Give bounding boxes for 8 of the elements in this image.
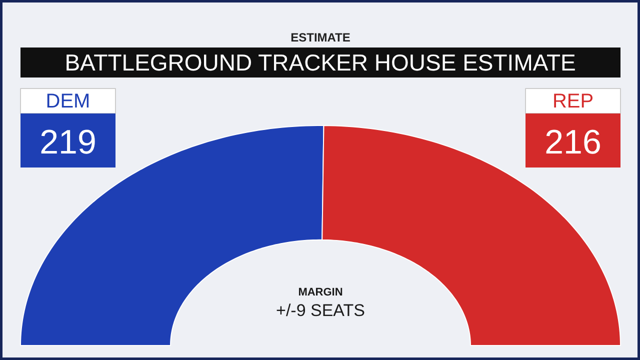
slice-label: REP: [552, 90, 594, 112]
chart-subtitle: ESTIMATE: [290, 30, 350, 44]
data-label: 216: [544, 124, 602, 162]
chart-title: BATTLEGROUND TRACKER HOUSE ESTIMATE: [64, 50, 576, 76]
text: MARGIN: [298, 286, 343, 298]
slice-label: DEM: [46, 90, 90, 112]
data-label: 219: [40, 124, 96, 162]
text: +/-9 SEATS: [276, 301, 365, 320]
